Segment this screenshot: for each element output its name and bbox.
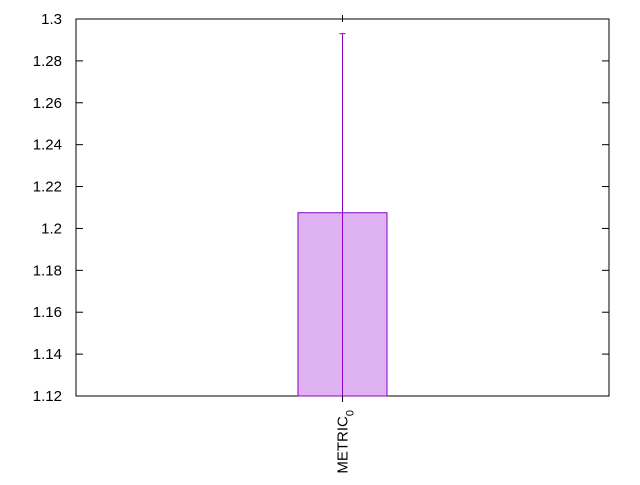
- y-tick-label: 1.16: [33, 304, 62, 321]
- y-tick-label: 1.24: [33, 137, 62, 154]
- x-tick-label: METRIC0: [335, 410, 357, 474]
- y-axis: 1.12 1.14 1.16 1.18 1.2 1.22 1.24 1.26 1.28 1.3: [33, 11, 609, 405]
- y-tick-label: 1.28: [33, 53, 62, 70]
- x-tick-label-subscript: 0: [345, 410, 357, 416]
- x-tick-label-base: METRIC: [335, 416, 352, 474]
- y-tick-label: 1.26: [33, 95, 62, 112]
- y-tick-label: 1.3: [41, 11, 62, 28]
- y-tick-label: 1.22: [33, 179, 62, 196]
- error-bars-group: [339, 33, 346, 396]
- y-tick-label: 1.12: [33, 388, 62, 405]
- y-tick-label: 1.2: [41, 220, 62, 237]
- y-tick-label: 1.14: [33, 346, 62, 363]
- y-tick-label: 1.18: [33, 262, 62, 279]
- x-axis: METRIC0: [335, 15, 357, 474]
